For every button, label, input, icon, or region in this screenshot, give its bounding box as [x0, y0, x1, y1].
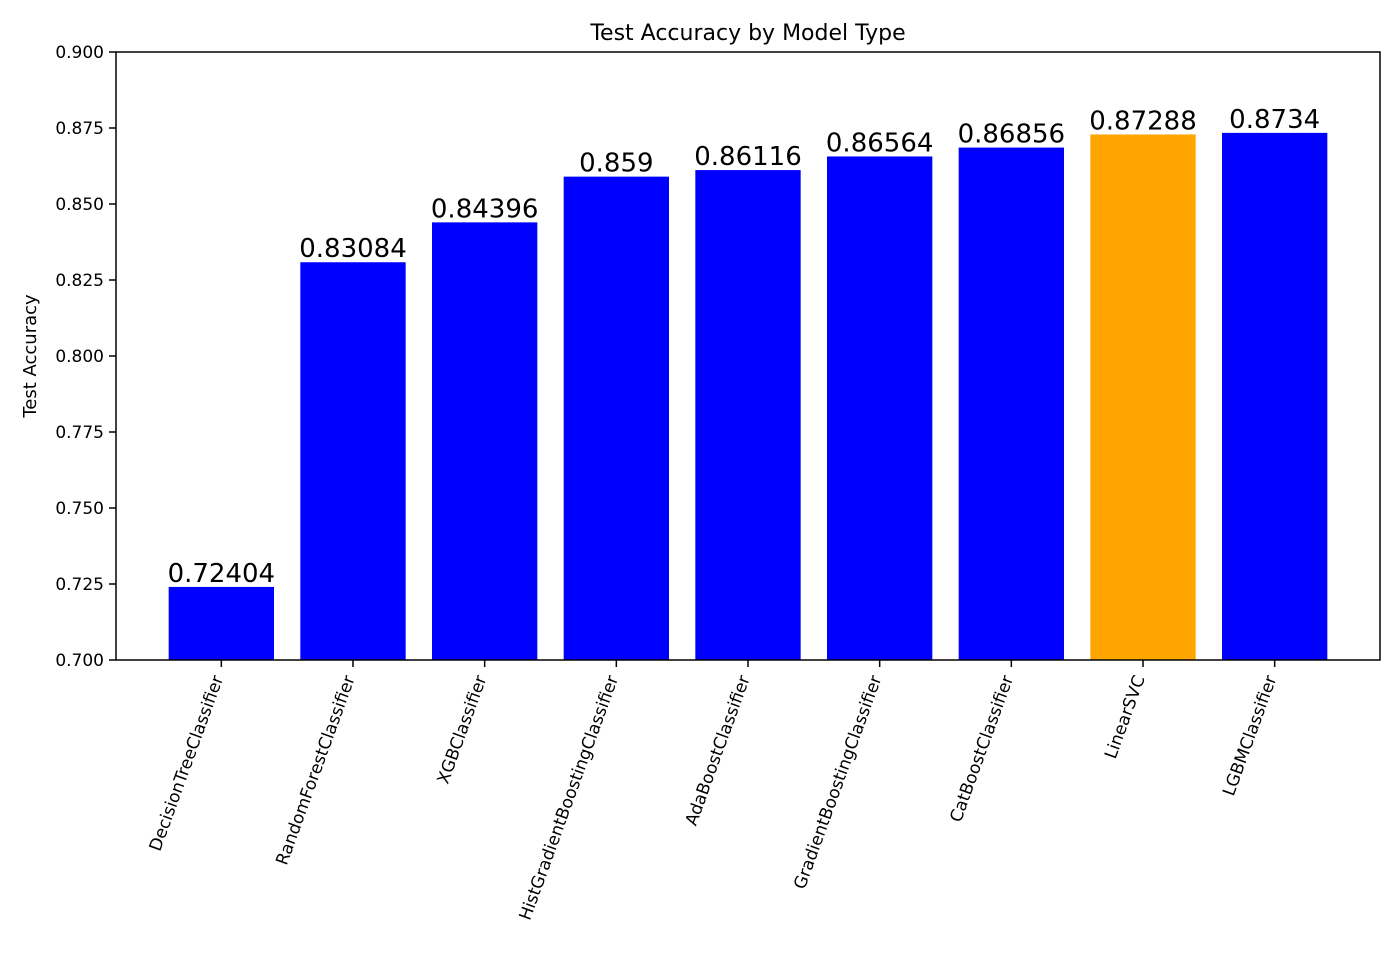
- plot-frame: [115, 51, 1381, 661]
- y-tick-label: 0.800: [55, 347, 104, 367]
- y-axis-label: Test Accuracy: [20, 294, 41, 419]
- data-label-HistGradientBoostingClassifier: 0.859: [579, 149, 653, 179]
- data-label-AdaBoostClassifier: 0.86116: [694, 142, 802, 172]
- bar-XGBClassifier: [432, 222, 538, 660]
- y-tick-label: 0.875: [55, 119, 104, 139]
- y-tick-label: 0.825: [55, 271, 104, 291]
- bar-LGBMClassifier: [1222, 132, 1328, 660]
- bar-CatBoostClassifier: [958, 147, 1064, 660]
- y-tick-label: 0.725: [55, 575, 104, 595]
- y-tick-label: 0.775: [55, 423, 104, 443]
- x-tick-label-LinearSVC: LinearSVC: [1101, 673, 1150, 762]
- x-tick-label-GradientBoostingClassifier: GradientBoostingClassifier: [790, 673, 886, 892]
- y-tick-label: 0.850: [55, 195, 104, 215]
- data-labels: 0.72404 0.83084 0.84396 0.859 0.86116 0.86564…: [168, 105, 1321, 589]
- y-tick-label: 0.750: [55, 499, 104, 519]
- bar-DecisionTreeClassifier: [168, 586, 274, 660]
- y-axis: 0.700 0.725 0.750 0.775 0.800 0.825 0.850 0.875…: [55, 43, 116, 671]
- data-label-LGBMClassifier: 0.8734: [1229, 105, 1320, 135]
- bars: [168, 132, 1328, 660]
- x-axis: DecisionTreeClassifier RandomForestClassi…: [146, 660, 1281, 923]
- bar-GradientBoostingClassifier: [827, 156, 933, 660]
- data-label-XGBClassifier: 0.84396: [431, 194, 539, 224]
- x-tick-label-CatBoostClassifier: CatBoostClassifier: [946, 673, 1018, 825]
- data-label-GradientBoostingClassifier: 0.86564: [826, 128, 934, 158]
- x-tick-label-XGBClassifier: XGBClassifier: [434, 673, 492, 787]
- x-tick-label-DecisionTreeClassifier: DecisionTreeClassifier: [146, 673, 228, 854]
- x-tick-label-LGBMClassifier: LGBMClassifier: [1219, 673, 1281, 799]
- bar-RandomForestClassifier: [300, 262, 406, 660]
- y-tick-label: 0.900: [55, 43, 104, 63]
- x-tick-label-AdaBoostClassifier: AdaBoostClassifier: [682, 673, 755, 828]
- x-tick-label-HistGradientBoostingClassifier: HistGradientBoostingClassifier: [516, 673, 623, 923]
- bar-AdaBoostClassifier: [695, 170, 801, 660]
- data-label-LinearSVC: 0.87288: [1089, 106, 1197, 136]
- bar-HistGradientBoostingClassifier: [563, 176, 669, 660]
- y-tick-label: 0.700: [55, 651, 104, 671]
- x-tick-label-RandomForestClassifier: RandomForestClassifier: [272, 673, 359, 868]
- bar-LinearSVC: [1090, 134, 1196, 660]
- data-label-CatBoostClassifier: 0.86856: [958, 120, 1066, 150]
- data-label-RandomForestClassifier: 0.83084: [299, 234, 407, 264]
- chart-title: Test Accuracy by Model Type: [589, 21, 905, 46]
- data-label-DecisionTreeClassifier: 0.72404: [168, 559, 276, 589]
